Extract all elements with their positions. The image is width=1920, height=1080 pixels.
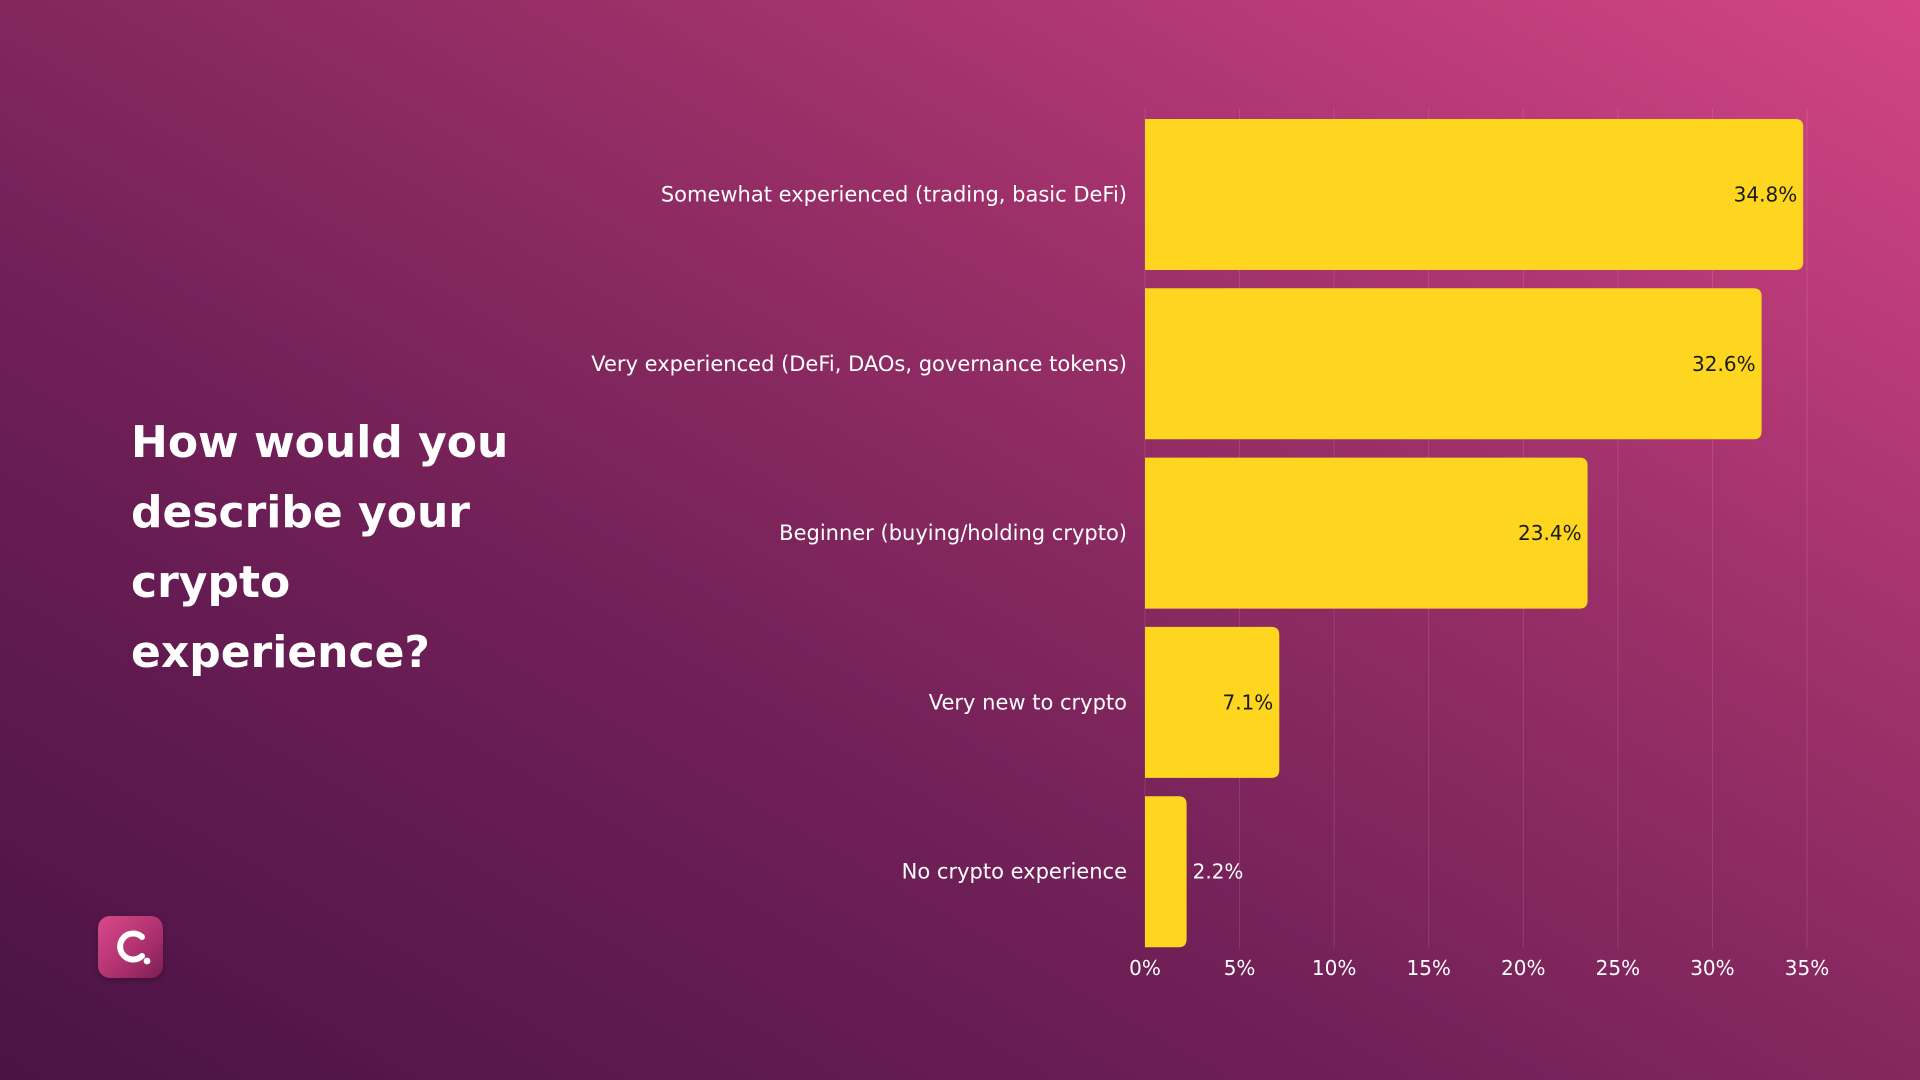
x-tick-label: 10% <box>1312 956 1356 980</box>
value-label: 32.6% <box>1692 352 1756 376</box>
value-label: 7.1% <box>1222 690 1273 714</box>
bar <box>1145 796 1187 948</box>
x-axis-ticks: 0% 5% 10% 15% 20% 25% 30% 35% <box>1129 956 1829 980</box>
value-label: 34.8% <box>1734 183 1798 207</box>
x-tick-label: 0% <box>1129 956 1161 980</box>
x-tick-label: 30% <box>1690 956 1734 980</box>
category-label: Very experienced (DeFi, DAOs, governance… <box>591 352 1127 376</box>
x-tick-label: 35% <box>1785 956 1829 980</box>
value-label: 2.2% <box>1193 860 1244 884</box>
x-tick-label: 25% <box>1596 956 1640 980</box>
x-tick-label: 15% <box>1406 956 1450 980</box>
value-label: 23.4% <box>1518 521 1582 545</box>
c-dot-logo-icon <box>117 930 151 965</box>
category-label: Somewhat experienced (trading, basic DeF… <box>661 183 1127 207</box>
value-labels: 34.8% 32.6% 23.4% 7.1% 2.2% <box>1193 183 1798 884</box>
category-label: No crypto experience <box>902 860 1127 884</box>
x-tick-label: 20% <box>1501 956 1545 980</box>
question-title: How would you describe your crypto exper… <box>131 417 509 678</box>
bar <box>1145 119 1804 270</box>
category-label: Beginner (buying/holding crypto) <box>779 521 1127 545</box>
category-labels: Somewhat experienced (trading, basic DeF… <box>591 183 1127 884</box>
bar <box>1145 457 1588 609</box>
bars <box>1145 119 1804 948</box>
bar <box>1145 288 1762 440</box>
logo <box>98 916 163 978</box>
x-tick-label: 5% <box>1224 956 1256 980</box>
bar <box>1145 626 1280 778</box>
category-label: Very new to crypto <box>929 690 1127 714</box>
